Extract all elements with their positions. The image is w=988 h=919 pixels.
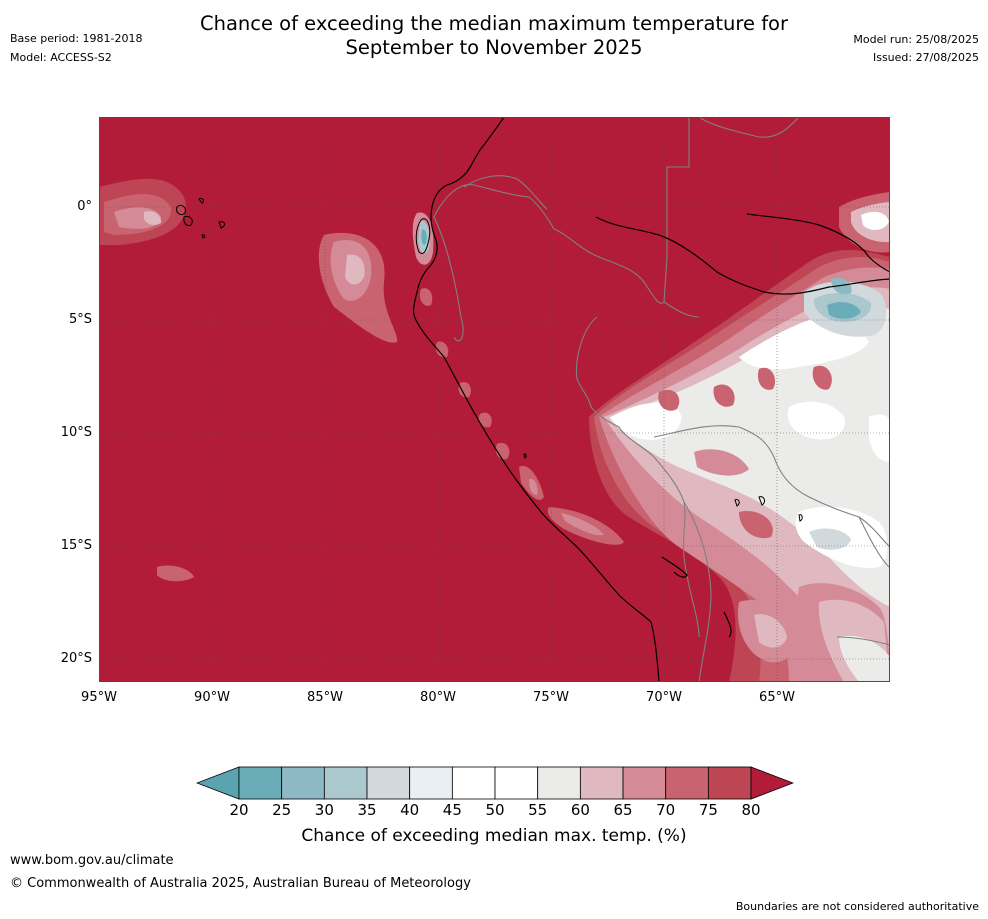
offshore-anomaly-3s: [318, 232, 398, 343]
y-tick-10s: 10°S: [60, 425, 92, 440]
colorbar-extend-high: [750, 766, 794, 800]
colorbar-cell: [622, 766, 667, 800]
colorbar-tick: 55: [528, 801, 548, 819]
islands: [176, 198, 803, 522]
x-tick-65w: 65°W: [759, 690, 795, 705]
colorbar-tick: 65: [613, 801, 633, 819]
base-period-label: Base period: 1981-2018: [10, 32, 143, 45]
colorbar-cell: [665, 766, 709, 800]
colorbar-tick: 40: [400, 801, 420, 819]
colorbar-cell: [238, 766, 283, 800]
map-title-line2: September to November 2025: [345, 36, 643, 59]
gridlines: [99, 117, 890, 682]
colorbar-tick: 70: [656, 801, 676, 819]
boundaries-disclaimer: Boundaries are not considered authoritat…: [735, 900, 979, 913]
x-tick-95w: 95°W: [81, 690, 117, 705]
map-title: Chance of exceeding the median maximum t…: [0, 12, 988, 60]
colorbar-cell: [409, 766, 453, 800]
colorbar-cell: [707, 766, 752, 800]
amazon-neutral-region: [589, 250, 890, 682]
colorbar-extend-low: [196, 766, 240, 800]
copyright-text: © Commonwealth of Australia 2025, Austra…: [10, 876, 471, 891]
y-tick-20s: 20°S: [60, 651, 92, 666]
colorbar-tick: 50: [485, 801, 505, 819]
y-tick-15s: 15°S: [60, 538, 92, 553]
colorbar-cell: [451, 766, 496, 800]
coastline: [412, 117, 890, 682]
x-tick-90w: 90°W: [194, 690, 230, 705]
ne-anomaly: [839, 192, 890, 253]
colorbar-tick: 20: [229, 801, 249, 819]
model-label: Model: ACCESS-S2: [10, 51, 112, 64]
colorbar-label: Chance of exceeding median max. temp. (%…: [301, 826, 687, 846]
map-title-line1: Chance of exceeding the median maximum t…: [199, 12, 789, 35]
colorbar-cell: [323, 766, 368, 800]
issued-label: Issued: 27/08/2025: [872, 51, 979, 64]
colorbar-cell: [281, 766, 325, 800]
x-tick-75w: 75°W: [533, 690, 569, 705]
colorbar-tick: 25: [272, 801, 292, 819]
colorbar-cell: [366, 766, 411, 800]
colorbar-cell: [537, 766, 581, 800]
y-tick-5s: 5°S: [68, 312, 92, 327]
colorbar-tick: 45: [442, 801, 462, 819]
website-link[interactable]: www.bom.gov.au/climate: [10, 853, 174, 868]
colorbar-cell: [579, 766, 624, 800]
colorbar-tick: 30: [314, 801, 334, 819]
colorbar-cell: [494, 766, 539, 800]
x-tick-80w: 80°W: [420, 690, 456, 705]
country-borders: [433, 117, 890, 682]
colorbar-tick: 75: [698, 801, 718, 819]
galapagos-anomaly: [99, 178, 186, 245]
colorbar-tick: 80: [741, 801, 761, 819]
model-run-label: Model run: 25/08/2025: [853, 33, 979, 46]
outlook-map: [99, 117, 890, 682]
colorbar-tick: 35: [357, 801, 377, 819]
x-tick-85w: 85°W: [307, 690, 343, 705]
y-tick-0: 0°: [77, 199, 92, 214]
x-tick-70w: 70°W: [646, 690, 682, 705]
colorbar-tick: 60: [570, 801, 590, 819]
colorbar: [196, 766, 794, 800]
